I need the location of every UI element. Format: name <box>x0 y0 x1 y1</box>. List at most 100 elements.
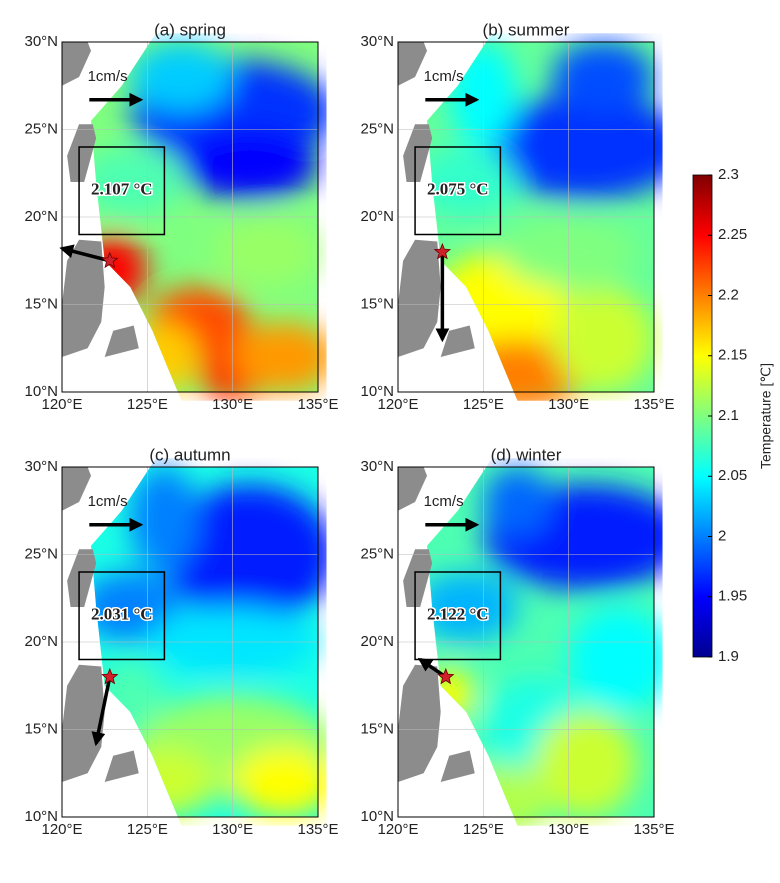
field-blob <box>232 322 327 392</box>
scale-label: 1cm/s <box>424 68 464 85</box>
current-arrow <box>91 676 112 747</box>
x-tick-label: 120°E <box>41 821 82 838</box>
land <box>62 467 92 511</box>
box-label: 2.075 °C <box>427 180 489 199</box>
frame <box>61 41 319 393</box>
map-panel: 120°E 125°E 130°E 135°E 10°N 15°N 20°N 25°N 30°N… <box>360 20 674 413</box>
panel-title: (a) spring <box>154 20 226 39</box>
x-tick-label: 130°E <box>212 821 253 838</box>
x-tick-label: 130°E <box>548 821 589 838</box>
y-tick-label: 15°N <box>24 720 58 737</box>
y-tick-label: 30°N <box>24 458 58 475</box>
y-tick-label: 25°N <box>24 120 58 137</box>
land <box>398 239 441 357</box>
current-arrow <box>59 244 111 263</box>
x-tick-label: 125°E <box>463 396 504 413</box>
map-panel: 120°E 125°E 130°E 135°E 10°N 15°N 20°N 25°N 30°N… <box>24 20 338 412</box>
y-tick-label: 20°N <box>360 208 394 225</box>
frame <box>397 466 655 818</box>
panel-title: (b) summer <box>483 20 570 39</box>
field-blob <box>232 747 327 817</box>
land <box>62 42 139 357</box>
frame <box>397 41 655 393</box>
x-tick-label: 125°E <box>127 821 168 838</box>
y-tick-label: 30°N <box>360 33 394 50</box>
field-blob <box>551 42 654 112</box>
land <box>398 467 428 511</box>
x-tick-label: 120°E <box>41 396 82 413</box>
field-blob <box>483 94 663 200</box>
field-blob <box>181 129 318 200</box>
field-blob <box>215 217 318 287</box>
colorbar-tick-label: 2.05 <box>718 467 747 484</box>
colorbar-tick-label: 2.2 <box>718 286 739 303</box>
land <box>62 664 105 782</box>
land <box>403 124 433 182</box>
y-tick-label: 15°N <box>360 295 394 312</box>
field-blob <box>130 322 199 392</box>
scale-label: 1cm/s <box>88 68 128 85</box>
field-blob <box>91 147 182 217</box>
x-tick-label: 135°E <box>633 396 674 413</box>
colorbar-tick-label: 2 <box>718 527 726 544</box>
y-tick-label: 30°N <box>360 458 394 475</box>
x-tick-label: 135°E <box>297 821 338 838</box>
land <box>62 42 92 86</box>
land <box>403 549 433 607</box>
land <box>104 325 139 357</box>
y-tick-label: 25°N <box>360 545 394 562</box>
colorbar-tick-label: 2.1 <box>718 407 739 424</box>
colorbar-tick-label: 1.9 <box>718 648 739 665</box>
colorbar-tick-label: 2.25 <box>718 226 747 243</box>
y-tick-label: 25°N <box>360 120 394 137</box>
land <box>398 467 475 782</box>
frame <box>61 466 319 818</box>
colorbar-tick-label: 1.95 <box>718 588 747 605</box>
field-blob <box>483 467 552 537</box>
y-tick-label: 25°N <box>24 545 58 562</box>
y-tick-label: 10°N <box>24 808 58 825</box>
box-label: 2.122 °C <box>427 605 489 624</box>
scale-label: 1cm/s <box>424 493 464 510</box>
land <box>398 664 441 782</box>
y-tick-label: 15°N <box>360 720 394 737</box>
field-blob <box>427 572 518 642</box>
y-tick-label: 10°N <box>360 808 394 825</box>
y-tick-label: 20°N <box>24 633 58 650</box>
colorbar-tick-label: 2.3 <box>718 166 739 183</box>
map-panel: 120°E 125°E 130°E 135°E 10°N 15°N 20°N 25°N 30°N… <box>360 445 674 838</box>
study-box <box>414 571 502 661</box>
field-blob <box>130 467 199 572</box>
study-box <box>78 571 166 661</box>
land <box>62 239 105 357</box>
station-star <box>437 667 455 685</box>
study-box <box>78 146 166 236</box>
land <box>398 42 475 357</box>
y-tick-label: 30°N <box>24 33 58 50</box>
y-tick-label: 15°N <box>24 295 58 312</box>
x-tick-label: 120°E <box>377 396 418 413</box>
land <box>440 750 475 782</box>
field <box>91 42 327 401</box>
station-star <box>433 242 452 260</box>
map-panel: 120°E 125°E 130°E 135°E 10°N 15°N 20°N 25°N 30°N… <box>24 445 338 837</box>
x-tick-label: 120°E <box>377 821 418 838</box>
colorbar-label: Temperature [℃] <box>758 363 774 469</box>
x-tick-label: 130°E <box>212 396 253 413</box>
study-box <box>414 146 502 236</box>
box-label: 2.107 °C <box>91 180 153 199</box>
scale-label: 1cm/s <box>88 493 128 510</box>
field-blob <box>130 42 233 112</box>
land <box>67 124 97 182</box>
panel-title: (c) autumn <box>149 445 230 464</box>
station-star <box>101 667 119 685</box>
field-blob <box>427 147 518 217</box>
y-tick-label: 10°N <box>24 383 58 400</box>
field-blob <box>568 607 663 712</box>
field-blob <box>534 712 637 817</box>
y-tick-label: 20°N <box>360 633 394 650</box>
colorbar-tick-label: 2.15 <box>718 347 747 364</box>
y-tick-label: 20°N <box>24 208 58 225</box>
field-blob <box>91 572 182 642</box>
